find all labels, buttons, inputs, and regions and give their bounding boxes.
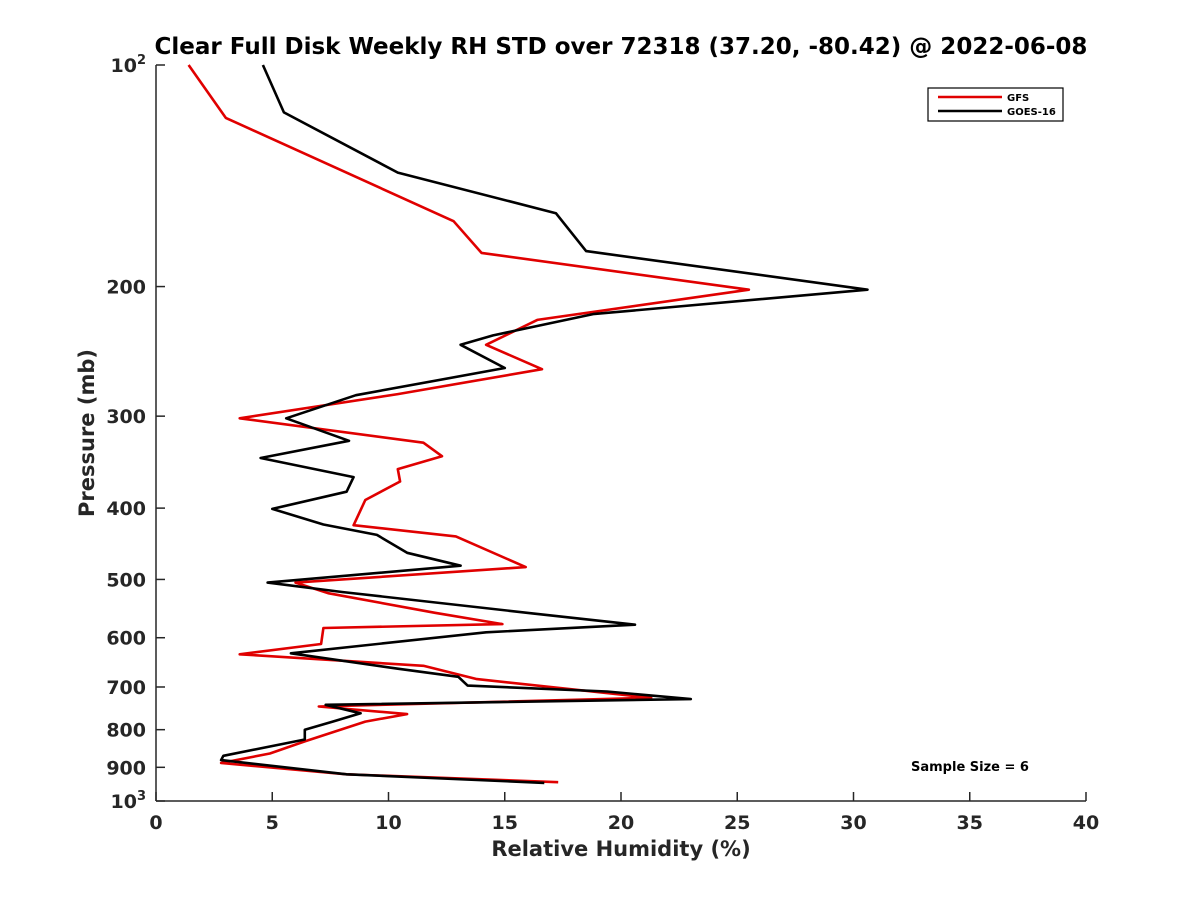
- y-tick-label: 700: [106, 677, 146, 699]
- y-tick-label: 600: [106, 628, 146, 650]
- x-tick-label: 15: [492, 812, 518, 834]
- y-tick-label: 200: [106, 277, 146, 299]
- x-tick-label: 20: [608, 812, 634, 834]
- sample-size-annotation: Sample Size = 6: [911, 760, 1029, 775]
- x-tick-label: 40: [1073, 812, 1099, 834]
- y-tick-label: 102: [111, 53, 147, 77]
- x-tick-label: 0: [149, 812, 162, 834]
- x-tick-label: 30: [840, 812, 866, 834]
- x-tick-label: 10: [375, 812, 401, 834]
- x-tick-label: 35: [957, 812, 983, 834]
- y-tick-label: 500: [106, 569, 146, 591]
- x-tick-label: 25: [724, 812, 750, 834]
- legend-label-goes16: GOES-16: [1007, 107, 1056, 118]
- series-line-gfs: [187, 64, 751, 784]
- legend: GFS GOES-16: [927, 87, 1064, 122]
- legend-box: [927, 87, 1064, 122]
- y-tick-label: 800: [106, 720, 146, 742]
- x-tick-label: 5: [266, 812, 279, 834]
- y-tick-label: 103: [111, 789, 147, 813]
- y-tick-label: 400: [106, 498, 146, 520]
- y-tick-label: 900: [106, 757, 146, 779]
- y-tick-label: 300: [106, 406, 146, 428]
- x-axis-ticks: 0 5 10 15 20 25 30 35 40: [149, 792, 1099, 834]
- y-axis-ticks: 102 200 300 400 500 600 700 800 900 103: [106, 53, 165, 813]
- legend-label-gfs: GFS: [1007, 93, 1029, 104]
- chart-title: Clear Full Disk Weekly RH STD over 72318…: [155, 34, 1088, 60]
- series-line-goes16: [219, 64, 869, 785]
- y-axis-label: Pressure (mb): [75, 349, 99, 517]
- x-axis-label: Relative Humidity (%): [491, 837, 750, 861]
- series-layer: [187, 64, 869, 785]
